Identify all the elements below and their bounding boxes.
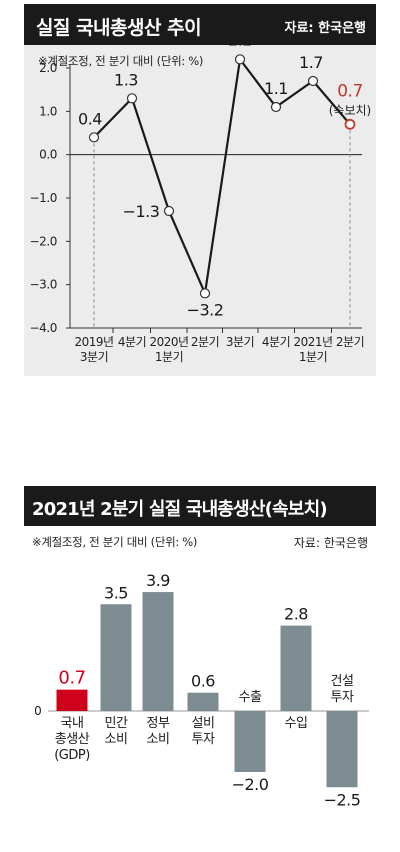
gdp-components-source: 자료: 한국은행 [293,536,368,550]
data-label: −3.2 [187,300,224,319]
data-point [344,118,356,130]
y-tick-label: −3.0 [29,278,57,292]
data-label: 0.7 [58,668,85,689]
category-label: 수입 [285,716,308,731]
data-label: 2.8 [284,605,308,624]
data-label: 1.1 [264,79,288,98]
gdp-components-header: 2021년 2분기 실질 국내총생산(속보치) [24,486,376,526]
data-point [307,75,319,87]
gdp-trend-chart: 2.0 1.0 0.0 −1.0 −2.0 −3.0 −4.0 0.4 1.3 −1.3 −3.2 2… [29,30,371,364]
gdp-trend-panel: 2.0 1.0 0.0 −1.0 −2.0 −3.0 −4.0 0.4 1.3 −1.3 −3.2 2… [24,4,376,376]
bar [142,592,174,711]
category-label: 국내 [61,716,84,731]
y-tick-label: −2.0 [29,234,57,248]
y-tick-label: 2.0 [39,61,57,75]
preliminary-label: (속보치) [329,103,371,117]
category-label: 소비 [105,732,128,747]
category-label: 설비 [192,716,215,731]
x-tick-label: 3분기 [80,350,108,364]
data-point [88,132,100,143]
category-label: 건설 [331,674,354,689]
category-label: 투자 [192,732,215,747]
x-tick-label: 1분기 [299,350,327,364]
data-label: 1.3 [114,70,138,89]
gdp-components-chart: 00.7국내총생산(GDP)3.5민간소비3.9정부소비0.6설비투자−2.0수… [34,571,369,809]
gdp-trend-header: 실질 국내총생산 추이 자료: 한국은행 [24,4,376,45]
bar [56,689,88,711]
x-tick-label: 2021년 [293,335,332,349]
y-tick-label: 0.0 [39,148,57,162]
data-label: 3.9 [146,571,170,590]
category-label: 민간 [105,716,128,731]
gdp-components-panel: 0 0.7 국내 총생산 (GDP) 3.5 민간 소비 3.9 정부 소비 0.6 설비 투자 −2.0 수… [24,486,376,852]
category-label: 투자 [331,690,354,705]
category-label: (GDP) [54,748,90,763]
data-label: 0.7 [337,81,363,101]
y-tick-label: −1.0 [29,191,57,205]
y-tick-label: 1.0 [39,104,57,118]
category-label: 소비 [147,732,170,747]
data-label: 0.6 [191,672,215,691]
data-label: −2.0 [232,775,269,794]
category-label: 정부 [147,716,170,731]
gdp-trend-note: ※계절조정, 전 분기 대비 (단위: %) [38,54,204,68]
bar [326,711,358,788]
x-tick-label: 4분기 [118,335,146,349]
series-line [93,56,351,298]
gdp-components-title: 2021년 2분기 실질 국내총생산(속보치) [32,499,328,520]
zero-label: 0 [34,704,42,718]
bar [100,604,132,711]
data-point [199,288,211,299]
data-label: −1.3 [123,202,160,221]
x-tick-label: 3분기 [226,335,254,349]
data-point [126,93,138,104]
bar [187,692,219,711]
category-label: 총생산 [55,732,90,747]
x-tick-label: 2020년 [149,335,188,349]
gdp-components-note: ※계절조정, 전 분기 대비 (단위: %) [32,535,198,549]
data-label: 1.7 [299,53,323,72]
gdp-trend-title: 실질 국내총생산 추이 [36,17,202,39]
data-label: 0.4 [78,109,102,128]
x-tick-label: 2분기 [191,335,219,349]
y-tick-label: −4.0 [29,321,57,335]
data-point [234,54,246,65]
data-label: −2.5 [324,790,361,809]
bar [280,625,312,711]
x-tick-label: 1분기 [155,350,183,364]
x-tick-label: 2분기 [336,335,364,349]
gdp-trend-source: 자료: 한국은행 [284,21,367,36]
category-label: 수출 [239,690,262,705]
data-label: 3.5 [104,583,128,602]
bar [234,711,266,772]
x-tick-label: 2019년 [74,335,113,349]
data-point [270,101,282,113]
x-tick-label: 4분기 [262,335,290,349]
data-point [163,205,175,217]
